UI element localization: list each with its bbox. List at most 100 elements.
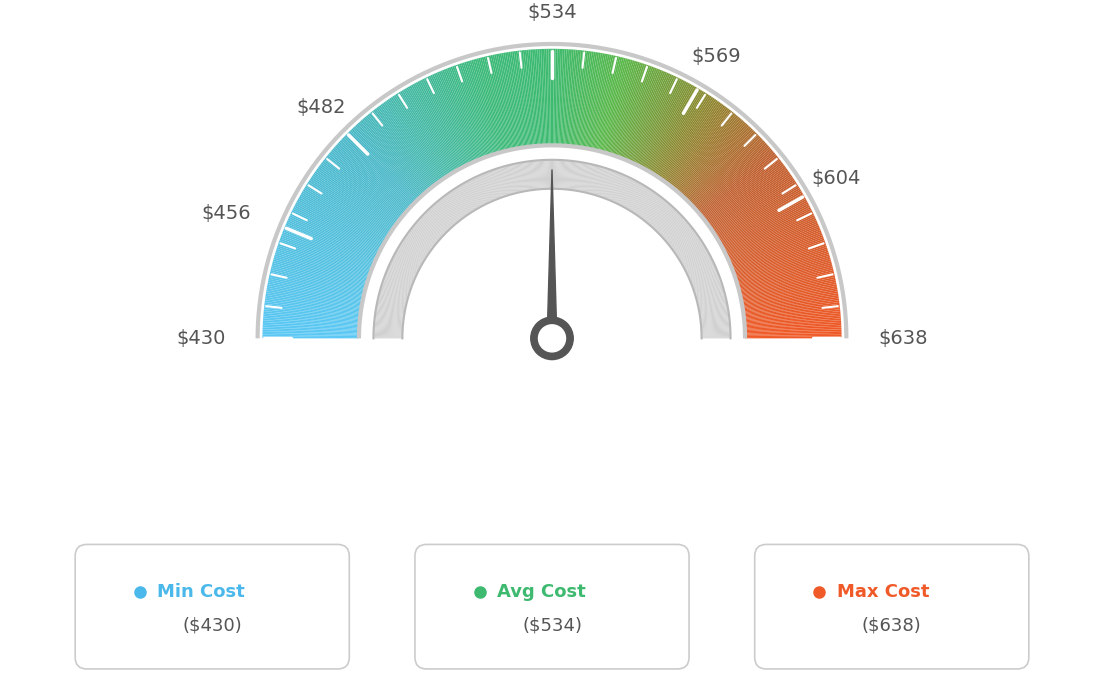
Polygon shape <box>694 143 767 209</box>
Polygon shape <box>386 100 443 180</box>
Polygon shape <box>380 104 438 183</box>
Polygon shape <box>609 174 622 201</box>
Polygon shape <box>480 175 492 201</box>
Polygon shape <box>599 58 626 152</box>
Polygon shape <box>643 197 661 220</box>
Polygon shape <box>400 91 452 174</box>
Polygon shape <box>427 210 448 231</box>
Polygon shape <box>742 290 838 307</box>
Polygon shape <box>463 184 477 209</box>
Polygon shape <box>637 191 655 216</box>
Polygon shape <box>389 266 415 278</box>
Polygon shape <box>691 273 719 284</box>
Polygon shape <box>649 203 669 226</box>
Polygon shape <box>512 51 527 147</box>
Polygon shape <box>734 244 826 277</box>
Polygon shape <box>392 259 417 273</box>
Polygon shape <box>701 324 730 327</box>
Polygon shape <box>423 215 444 235</box>
Polygon shape <box>721 199 807 246</box>
Polygon shape <box>299 196 384 244</box>
Polygon shape <box>554 49 558 146</box>
Polygon shape <box>458 186 475 211</box>
Polygon shape <box>633 188 649 213</box>
Polygon shape <box>402 90 453 173</box>
Polygon shape <box>391 97 446 178</box>
Polygon shape <box>622 180 636 206</box>
Polygon shape <box>533 161 537 190</box>
Polygon shape <box>624 182 639 208</box>
Polygon shape <box>355 125 422 197</box>
Polygon shape <box>597 168 607 196</box>
Polygon shape <box>713 180 796 234</box>
Polygon shape <box>502 166 511 195</box>
Polygon shape <box>666 104 724 183</box>
Polygon shape <box>265 295 361 310</box>
Text: $456: $456 <box>201 204 251 223</box>
Polygon shape <box>498 54 517 149</box>
Polygon shape <box>664 219 686 239</box>
Polygon shape <box>608 61 638 154</box>
Polygon shape <box>607 172 618 199</box>
Polygon shape <box>700 313 729 317</box>
Polygon shape <box>634 189 650 214</box>
Polygon shape <box>489 55 511 150</box>
Polygon shape <box>633 188 649 213</box>
Polygon shape <box>573 50 585 146</box>
Polygon shape <box>697 292 724 300</box>
Polygon shape <box>509 165 517 193</box>
Polygon shape <box>514 164 521 192</box>
Polygon shape <box>549 49 551 146</box>
Polygon shape <box>700 311 729 317</box>
Polygon shape <box>528 161 532 190</box>
Polygon shape <box>267 282 362 302</box>
Polygon shape <box>659 98 714 179</box>
Polygon shape <box>445 68 482 159</box>
Polygon shape <box>263 333 359 336</box>
Polygon shape <box>473 59 500 152</box>
Polygon shape <box>585 53 603 148</box>
Polygon shape <box>657 95 710 177</box>
Polygon shape <box>635 77 679 165</box>
Polygon shape <box>736 253 829 282</box>
Polygon shape <box>586 53 605 148</box>
Polygon shape <box>701 327 730 330</box>
Text: Min Cost: Min Cost <box>157 583 245 601</box>
Polygon shape <box>314 172 394 229</box>
Polygon shape <box>537 160 540 189</box>
Polygon shape <box>416 222 438 242</box>
Polygon shape <box>442 70 480 160</box>
Polygon shape <box>617 178 631 204</box>
Polygon shape <box>740 273 835 296</box>
Polygon shape <box>376 305 405 311</box>
Polygon shape <box>301 191 385 241</box>
Polygon shape <box>526 161 530 190</box>
Polygon shape <box>580 52 595 148</box>
Polygon shape <box>662 101 719 181</box>
Polygon shape <box>555 160 556 189</box>
Polygon shape <box>277 247 369 279</box>
Polygon shape <box>276 250 368 281</box>
Polygon shape <box>572 50 583 146</box>
Polygon shape <box>745 331 841 335</box>
Polygon shape <box>374 320 403 324</box>
Polygon shape <box>732 235 824 270</box>
Polygon shape <box>588 165 596 193</box>
Polygon shape <box>373 331 403 333</box>
Polygon shape <box>569 161 573 190</box>
Polygon shape <box>658 212 679 233</box>
Polygon shape <box>682 251 709 266</box>
Polygon shape <box>712 175 793 231</box>
Polygon shape <box>652 206 672 228</box>
Polygon shape <box>272 266 365 291</box>
Polygon shape <box>404 238 428 255</box>
Polygon shape <box>683 126 751 197</box>
Polygon shape <box>638 79 683 166</box>
Polygon shape <box>732 232 821 268</box>
Polygon shape <box>616 177 630 204</box>
Polygon shape <box>701 326 730 329</box>
Polygon shape <box>375 311 404 317</box>
Polygon shape <box>724 207 810 252</box>
Polygon shape <box>408 230 433 249</box>
Polygon shape <box>410 86 458 170</box>
